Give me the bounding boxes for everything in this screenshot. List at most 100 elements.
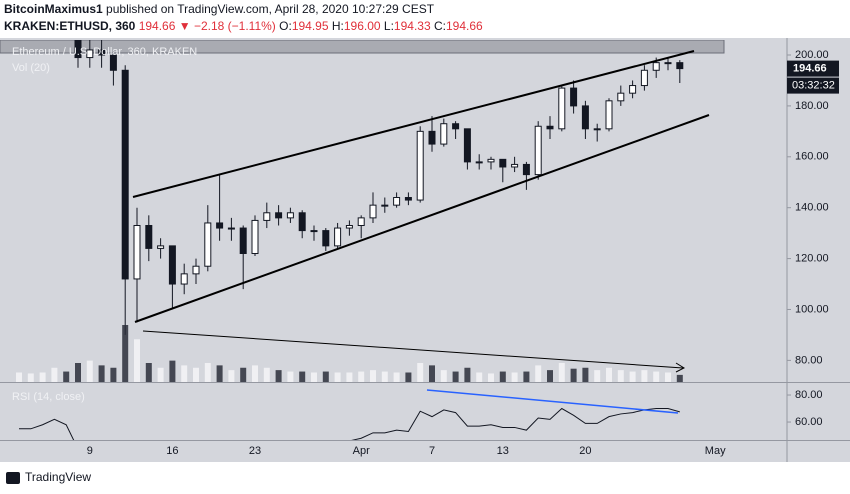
y-tick-label: 60.00 — [795, 416, 823, 428]
countdown: 03:32:32 — [792, 80, 835, 92]
candle-body — [463, 128, 471, 163]
volume-bar — [570, 368, 577, 382]
high-label: H: — [332, 19, 344, 33]
volume-bar — [641, 370, 648, 382]
candle-body — [227, 227, 235, 230]
close-label: C: — [434, 19, 446, 33]
volume-bar — [558, 363, 565, 382]
symbol-line: KRAKEN:ETHUSD, 360 194.66 ▼ −2.18 (−1.11… — [4, 19, 483, 33]
volume-bar — [169, 360, 176, 382]
volume-bar — [157, 367, 164, 382]
chart-background — [0, 38, 850, 462]
candle-body — [452, 123, 460, 130]
volume-bar — [499, 371, 506, 382]
x-tick-label: 9 — [87, 445, 93, 457]
y-tick-label: 160.00 — [795, 151, 829, 163]
low: 194.33 — [394, 19, 431, 33]
volume-bar — [346, 372, 353, 382]
rsi-line — [19, 407, 680, 440]
open-label: O: — [279, 19, 292, 33]
volume-bar — [75, 363, 81, 382]
volume-bar — [122, 325, 129, 382]
volume-bar — [275, 370, 282, 382]
candle-body — [440, 123, 448, 145]
volume-bar — [98, 365, 105, 382]
volume-bar — [228, 370, 235, 382]
candle-body — [286, 212, 294, 219]
price-badge — [787, 60, 839, 77]
candle-body — [522, 163, 530, 176]
y-tick-label: 200.00 — [795, 49, 829, 61]
y-tick-label: 120.00 — [795, 252, 829, 264]
candle-body — [109, 54, 117, 71]
volume-bar — [511, 372, 518, 382]
volume-bar — [322, 371, 329, 382]
x-tick-label: 16 — [166, 445, 178, 457]
candle-body — [216, 222, 224, 229]
candle-body — [546, 125, 554, 130]
volume-bar — [299, 371, 306, 382]
candle-body — [322, 230, 330, 247]
rsi-title: RSI (14, close) — [12, 391, 85, 403]
volume-bar — [63, 371, 70, 382]
channel-upper — [132, 50, 695, 198]
volume-bar — [240, 367, 247, 382]
candle-body — [404, 197, 412, 201]
close: 194.66 — [446, 19, 483, 33]
volume-bar — [216, 365, 223, 382]
chart-title: Ethereum / U.S. Dollar, 360, KRAKEN — [12, 46, 197, 58]
volume-bar — [547, 370, 553, 382]
volume-bar — [110, 367, 117, 382]
candle-body — [393, 197, 401, 206]
candle-body — [168, 245, 176, 285]
candle-body — [558, 87, 566, 130]
volume-bar — [334, 372, 341, 382]
volume-bar — [263, 367, 270, 382]
y-tick-label: 80.00 — [795, 354, 823, 366]
volume-bar — [594, 370, 601, 382]
volume-bar — [488, 373, 494, 382]
candle-body — [298, 212, 306, 232]
volume-bar — [535, 365, 542, 382]
volume-bar — [653, 371, 660, 382]
published: published on TradingView.com, April 28, … — [106, 2, 435, 16]
x-tick-label: 23 — [249, 445, 261, 457]
open: 194.95 — [292, 19, 329, 33]
candle-body — [369, 204, 377, 219]
candle-body — [416, 130, 424, 201]
price-pane — [0, 40, 725, 382]
high: 196.00 — [344, 19, 381, 33]
volume-bar — [358, 371, 365, 382]
volume-bar — [464, 367, 471, 382]
volume-bar — [134, 339, 140, 382]
candle-body — [251, 219, 259, 254]
candle-body — [475, 161, 483, 164]
x-tick-label: 7 — [429, 445, 435, 457]
volume-bar — [252, 365, 258, 382]
candle-body — [676, 62, 684, 70]
candle-body — [310, 230, 318, 233]
candle-body — [593, 128, 601, 131]
symbol: KRAKEN:ETHUSD, 360 — [4, 19, 136, 33]
candle-body — [145, 225, 153, 249]
volume-bar — [39, 372, 46, 382]
candle-body — [133, 225, 141, 280]
volume-bar — [381, 371, 388, 382]
candle-body — [511, 163, 519, 168]
publish-line: BitcoinMaximus1 published on TradingView… — [4, 2, 435, 16]
candle-body — [86, 49, 94, 59]
rsi-divergence — [426, 389, 679, 414]
volume-bar — [440, 370, 447, 382]
volume-bar — [617, 370, 624, 382]
footer: TradingView — [6, 470, 91, 484]
volume-bar — [676, 374, 683, 382]
candle-body — [357, 217, 365, 227]
volume-bar — [51, 367, 58, 382]
x-tick-label: Apr — [353, 445, 370, 457]
x-tick-label: 20 — [579, 445, 591, 457]
candle-body — [239, 227, 247, 254]
volume-bar — [145, 363, 152, 382]
volume-bar — [193, 367, 199, 382]
candle-body — [334, 227, 342, 247]
